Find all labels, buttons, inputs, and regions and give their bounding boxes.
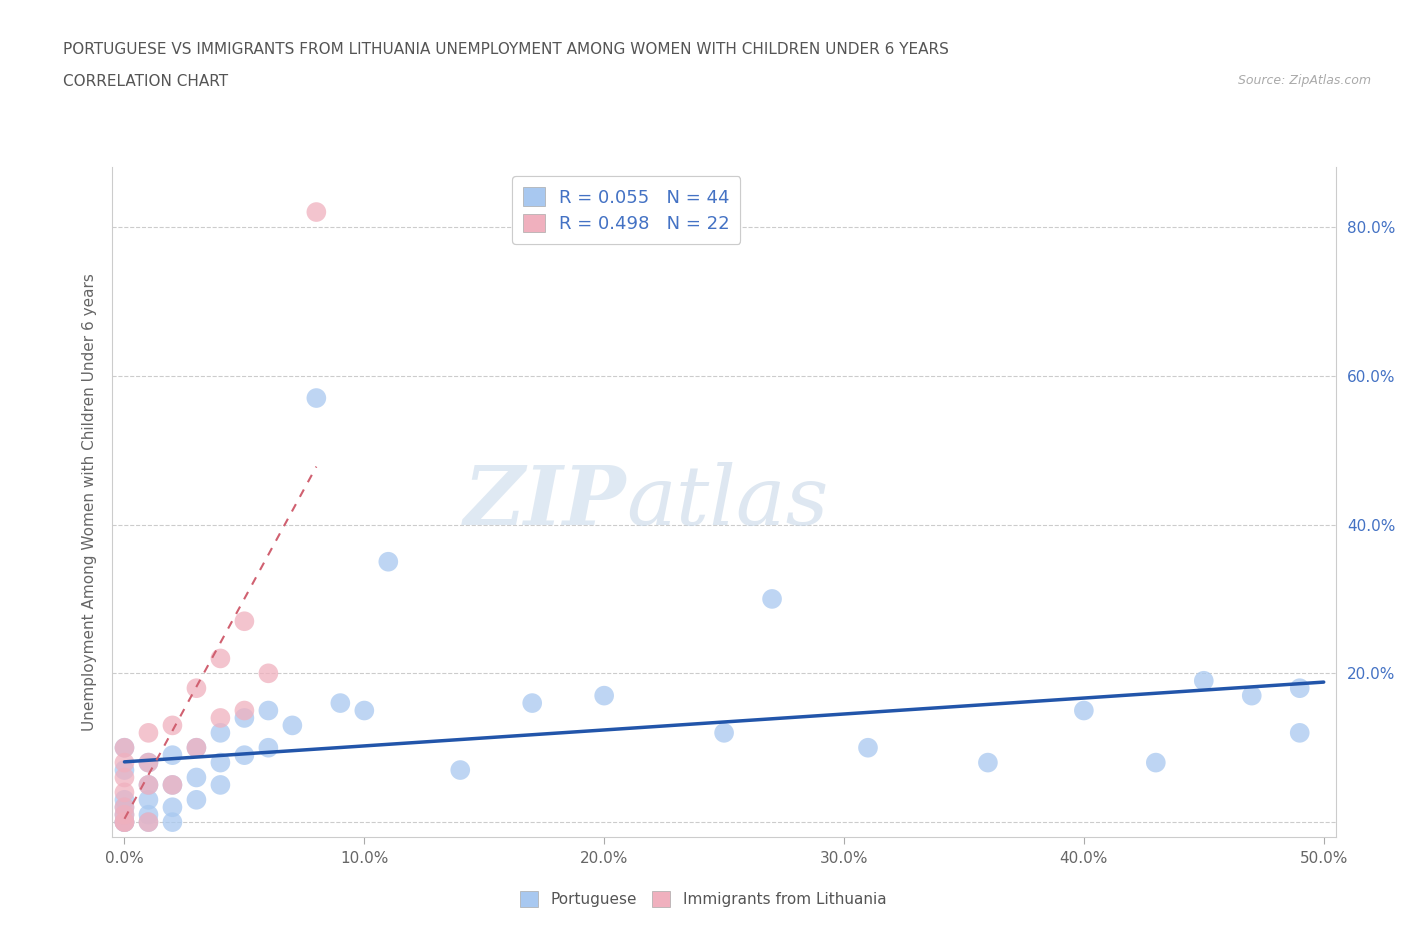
Point (162, 815, 184, 830)
Point (281, 718, 304, 733)
Text: PORTUGUESE VS IMMIGRANTS FROM LITHUANIA UNEMPLOYMENT AMONG WOMEN WITH CHILDREN U: PORTUGUESE VS IMMIGRANTS FROM LITHUANIA … (63, 42, 949, 57)
Point (233, 748, 256, 763)
Point (977, 755, 1000, 770)
Point (1073, 703, 1095, 718)
Point (856, 740, 879, 755)
Point (162, 777, 184, 792)
Point (114, 740, 136, 755)
Legend: R = 0.055   N = 44, R = 0.498   N = 22: R = 0.055 N = 44, R = 0.498 N = 22 (512, 177, 741, 244)
Point (186, 740, 208, 755)
Point (209, 777, 232, 792)
Point (329, 696, 352, 711)
Point (138, 725, 160, 740)
Point (449, 763, 471, 777)
Point (209, 755, 232, 770)
Point (209, 711, 232, 725)
Point (114, 800, 136, 815)
Point (713, 725, 735, 740)
Point (233, 614, 256, 629)
Point (186, 681, 208, 696)
Point (761, 591, 783, 606)
Point (522, 696, 544, 711)
Point (305, 205, 328, 219)
Point (114, 815, 136, 830)
Point (186, 792, 208, 807)
Point (186, 770, 208, 785)
Point (114, 807, 136, 822)
Point (138, 755, 160, 770)
Point (114, 740, 136, 755)
Point (162, 800, 184, 815)
Point (138, 815, 160, 830)
Text: atlas: atlas (626, 462, 828, 542)
Point (353, 703, 375, 718)
Point (1192, 673, 1215, 688)
Point (162, 748, 184, 763)
Point (114, 763, 136, 777)
Point (209, 725, 232, 740)
Point (138, 807, 160, 822)
Point (257, 666, 280, 681)
Point (138, 815, 160, 830)
Text: Source: ZipAtlas.com: Source: ZipAtlas.com (1237, 74, 1371, 87)
Point (233, 703, 256, 718)
Point (257, 703, 280, 718)
Point (114, 815, 136, 830)
Point (1144, 755, 1167, 770)
Point (1240, 688, 1263, 703)
Point (1288, 681, 1310, 696)
Point (114, 815, 136, 830)
Point (1288, 725, 1310, 740)
Point (114, 770, 136, 785)
Point (593, 688, 616, 703)
Point (114, 785, 136, 800)
Point (114, 755, 136, 770)
Point (162, 777, 184, 792)
Point (138, 755, 160, 770)
Point (114, 792, 136, 807)
Point (138, 777, 160, 792)
Point (114, 815, 136, 830)
Point (114, 807, 136, 822)
Y-axis label: Unemployment Among Women with Children Under 6 years: Unemployment Among Women with Children U… (82, 273, 97, 731)
Text: CORRELATION CHART: CORRELATION CHART (63, 74, 228, 89)
Point (138, 777, 160, 792)
Point (162, 718, 184, 733)
Point (257, 740, 280, 755)
Point (377, 554, 399, 569)
Point (233, 711, 256, 725)
Legend: Portuguese, Immigrants from Lithuania: Portuguese, Immigrants from Lithuania (513, 884, 893, 913)
Text: ZIP: ZIP (464, 462, 626, 542)
Point (186, 740, 208, 755)
Point (114, 800, 136, 815)
Point (305, 391, 328, 405)
Point (209, 651, 232, 666)
Point (138, 792, 160, 807)
